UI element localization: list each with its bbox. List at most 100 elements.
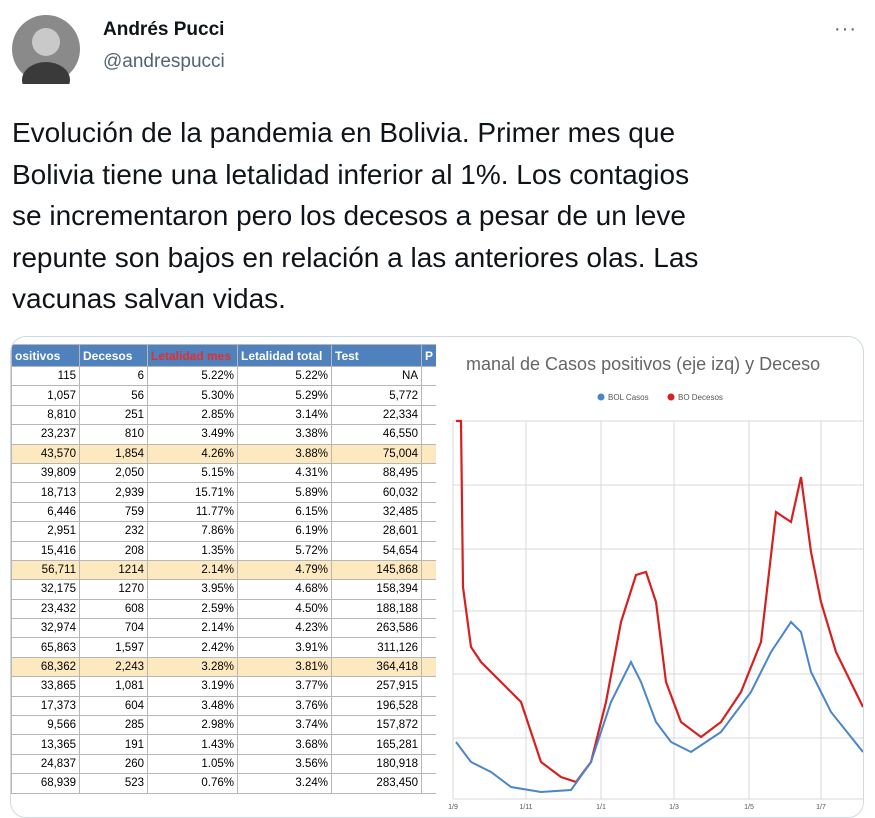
table-cell-empty bbox=[421, 618, 436, 639]
table-cell: 3.74% bbox=[237, 715, 332, 736]
table-cell: 5.22% bbox=[147, 365, 238, 387]
table-cell: 68,362 bbox=[11, 656, 80, 678]
table-cell: 1.35% bbox=[147, 540, 238, 561]
table-cell: 32,974 bbox=[11, 618, 80, 639]
table-cell: 285 bbox=[79, 715, 148, 736]
table-cell: 2,939 bbox=[79, 482, 148, 503]
x-label: 1/9 bbox=[448, 804, 458, 811]
table-cell: 196,528 bbox=[331, 695, 422, 717]
table-cell: 60,032 bbox=[331, 482, 422, 503]
table-cell: 2.42% bbox=[147, 637, 238, 658]
table-cell-empty bbox=[421, 715, 436, 736]
table-cell: 608 bbox=[79, 598, 148, 620]
table-cell: 3.81% bbox=[237, 656, 332, 678]
table-cell: 1,854 bbox=[79, 443, 148, 464]
table-row: 32,175 1270 3.95% 4.68% 158,394 bbox=[11, 579, 436, 600]
table-cell: 5.89% bbox=[237, 482, 332, 503]
table-row: 18,713 2,939 15.71% 5.89% 60,032 bbox=[11, 482, 436, 503]
table-cell: 604 bbox=[79, 695, 148, 717]
table-cell: 13,365 bbox=[11, 734, 80, 755]
table-cell-empty bbox=[421, 656, 436, 678]
table-cell: 22,334 bbox=[331, 404, 422, 426]
table-cell: 15,416 bbox=[11, 540, 80, 561]
table-cell: 311,126 bbox=[331, 637, 422, 658]
x-label: 1/3 bbox=[669, 804, 679, 811]
table-cell: 18,713 bbox=[11, 482, 80, 503]
table-cell: 8,810 bbox=[11, 404, 80, 426]
table-cell: 43,570 bbox=[11, 443, 80, 464]
table-cell: 4.23% bbox=[237, 618, 332, 639]
table-cell: 5.29% bbox=[237, 385, 332, 406]
table-cell: 3.95% bbox=[147, 579, 238, 600]
table-row: 43,570 1,854 4.26% 3.88% 75,004 bbox=[11, 443, 436, 464]
table-cell: 1.05% bbox=[147, 753, 238, 775]
table-cell-empty bbox=[421, 501, 436, 523]
table-row: 39,809 2,050 5.15% 4.31% 88,495 bbox=[11, 462, 436, 484]
table-row: 23,432 608 2.59% 4.50% 188,188 bbox=[11, 598, 436, 620]
table-cell: 6,446 bbox=[11, 501, 80, 523]
table-row: 9,566 285 2.98% 3.74% 157,872 bbox=[11, 715, 436, 736]
table-cell: 704 bbox=[79, 618, 148, 639]
x-label: 1/1 bbox=[596, 804, 606, 811]
table-cell: 3.88% bbox=[237, 443, 332, 464]
table-image: ositivos Decesos Letalidad mes Letalidad to… bbox=[11, 344, 436, 794]
legend-dot bbox=[667, 393, 675, 401]
table-cell-empty bbox=[421, 598, 436, 620]
table-cell-empty bbox=[421, 579, 436, 600]
table-cell: 4.26% bbox=[147, 443, 238, 464]
table: ositivos Decesos Letalidad mes Letalidad to… bbox=[11, 344, 436, 794]
table-cell: 5,772 bbox=[331, 385, 422, 406]
author-handle[interactable]: @andrespucci bbox=[103, 51, 225, 72]
table-cell: 3.48% bbox=[147, 695, 238, 717]
table-cell: 5.22% bbox=[237, 365, 332, 387]
tweet-media[interactable]: ositivos Decesos Letalidad mes Letalidad to… bbox=[10, 336, 864, 818]
table-cell-empty bbox=[421, 773, 436, 794]
table-cell: 257,915 bbox=[331, 676, 422, 697]
table-cell: 1,057 bbox=[11, 385, 80, 406]
table-cell: 56,711 bbox=[11, 559, 80, 581]
avatar[interactable] bbox=[11, 14, 81, 84]
table-cell: 2.59% bbox=[147, 598, 238, 620]
table-cell: 33,865 bbox=[11, 676, 80, 697]
table-cell-empty bbox=[421, 443, 436, 464]
table-cell: 3.14% bbox=[237, 404, 332, 426]
table-cell: 54,654 bbox=[331, 540, 422, 561]
legend-dot bbox=[597, 393, 605, 401]
header-cell: Test bbox=[331, 344, 422, 367]
header-cell: ositivos bbox=[11, 344, 80, 367]
table-row: 115 6 5.22% 5.22% NA bbox=[11, 365, 436, 387]
table-cell: 32,485 bbox=[331, 501, 422, 523]
table-cell: 1214 bbox=[79, 559, 148, 581]
table-cell: 2.85% bbox=[147, 404, 238, 426]
x-label: 1/5 bbox=[744, 804, 754, 811]
more-button[interactable]: ··· bbox=[834, 18, 857, 40]
table-cell: 6 bbox=[79, 365, 148, 387]
table-cell: 260 bbox=[79, 753, 148, 775]
table-cell: 158,394 bbox=[331, 579, 422, 600]
chart-title: manal de Casos positivos (eje izq) y Dec… bbox=[466, 354, 820, 374]
table-row: 2,951 232 7.86% 6.19% 28,601 bbox=[11, 521, 436, 542]
author-name[interactable]: Andrés Pucci bbox=[103, 19, 225, 40]
table-cell: 2,951 bbox=[11, 521, 80, 542]
table-cell: 3.76% bbox=[237, 695, 332, 717]
table-row: 56,711 1214 2.14% 4.79% 145,868 bbox=[11, 559, 436, 581]
table-cell-empty bbox=[421, 637, 436, 658]
header-cell: P bbox=[421, 344, 436, 367]
table-cell: 3.56% bbox=[237, 753, 332, 775]
table-cell: 1270 bbox=[79, 579, 148, 600]
tweet-text: Evolución de la pandemia en Bolivia. Pri… bbox=[12, 112, 698, 320]
table-cell: 5.15% bbox=[147, 462, 238, 484]
chart-image: manal de Casos positivos (eje izq) y Dec… bbox=[436, 337, 863, 817]
table-row: 68,939 523 0.76% 3.24% 283,450 bbox=[11, 773, 436, 794]
table-cell-empty bbox=[421, 540, 436, 561]
table-row: 32,974 704 2.14% 4.23% 263,586 bbox=[11, 618, 436, 639]
table-cell: 4.79% bbox=[237, 559, 332, 581]
table-cell: 364,418 bbox=[331, 656, 422, 678]
table-row: 33,865 1,081 3.19% 3.77% 257,915 bbox=[11, 676, 436, 697]
table-cell: 2,243 bbox=[79, 656, 148, 678]
table-cell: 46,550 bbox=[331, 424, 422, 445]
text-line: Evolución de la pandemia en Bolivia. Pri… bbox=[12, 117, 676, 148]
red-line bbox=[456, 419, 863, 784]
table-cell: 523 bbox=[79, 773, 148, 794]
